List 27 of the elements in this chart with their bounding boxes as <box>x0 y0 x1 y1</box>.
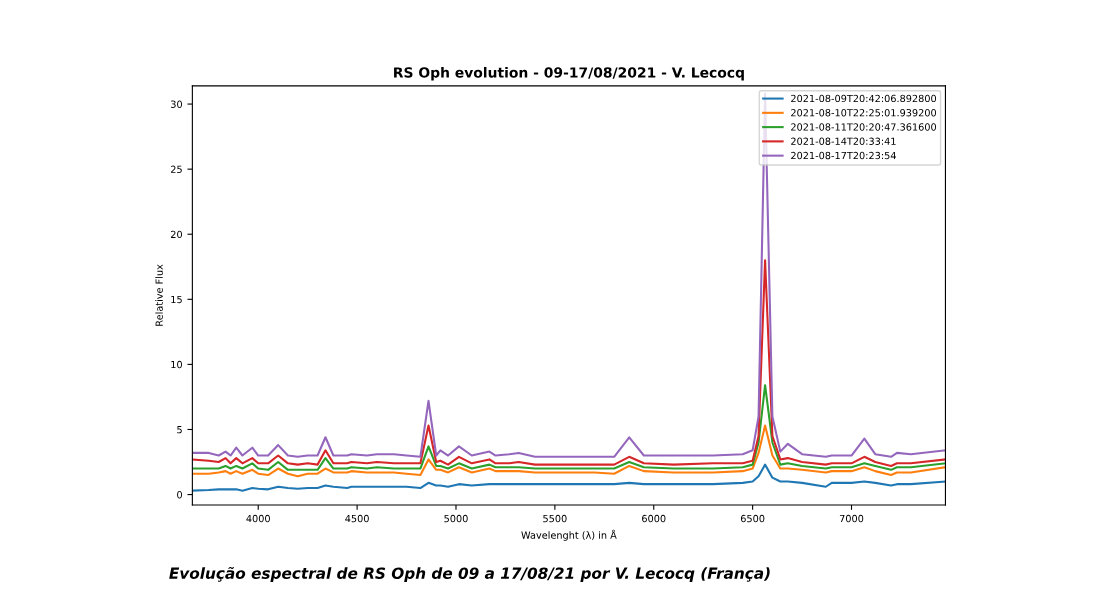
x-tick-label: 4500 <box>345 514 369 523</box>
legend-label: 2021-08-09T20:42:06.892800 <box>791 94 937 103</box>
y-tick-label: 15 <box>171 295 182 304</box>
y-axis-title: Relative Flux <box>155 264 163 326</box>
line-series <box>192 463 946 492</box>
y-tick-label: 30 <box>171 100 182 108</box>
y-tick-label: 20 <box>170 230 182 239</box>
x-tick-label: 7000 <box>839 514 864 523</box>
x-tick-label: 5500 <box>543 514 567 523</box>
line-series <box>192 259 946 467</box>
y-tick-label: 5 <box>177 426 182 434</box>
x-tick-label: 6000 <box>642 514 666 523</box>
y-tick-label: 10 <box>171 360 182 369</box>
x-tick-label: 6500 <box>740 514 765 523</box>
y-tick-label: 25 <box>170 165 182 173</box>
line-series <box>192 384 946 471</box>
legend-label: 2021-08-14T20:33:41 <box>791 137 896 145</box>
chart-title: RS Oph evolution - 09-17/08/2021 - V. Lecocq <box>394 66 744 81</box>
text: Evolução espectral de RS Oph de 09 a 17/08/21 por V. Lecocq (França) <box>169 566 770 582</box>
y-tick-label: 0 <box>177 491 182 499</box>
legend-label: 2021-08-11T20:20:47.361600 <box>791 123 937 131</box>
x-tick-label: 5000 <box>444 514 468 523</box>
line-series <box>192 424 946 478</box>
x-tick-label: 4000 <box>246 514 270 523</box>
legend-label: 2021-08-17T20:23:54 <box>791 151 896 160</box>
legend-label: 2021-08-10T22:25:01.939200 <box>791 109 937 117</box>
x-axis-title: Wavelenght (λ) in Å <box>521 529 617 541</box>
